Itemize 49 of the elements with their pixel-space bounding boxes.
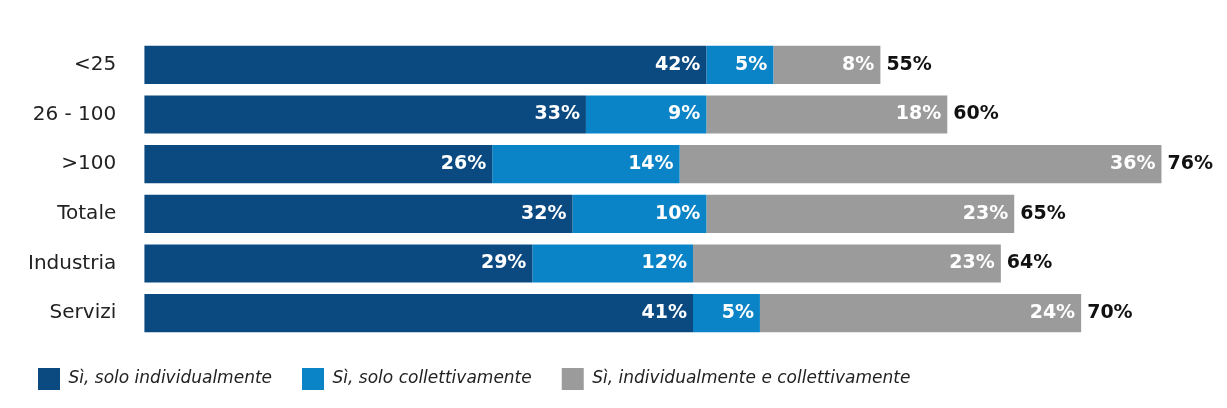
y-tick-label: >100 <box>61 150 117 175</box>
bar <box>532 244 694 283</box>
bar <box>144 45 707 84</box>
bar <box>572 194 707 233</box>
data-label: 5% <box>721 300 754 323</box>
bar <box>144 294 694 333</box>
data-label: 23% <box>962 200 1009 223</box>
data-label: 8% <box>842 51 875 74</box>
bar <box>706 194 1015 233</box>
bar <box>144 194 573 233</box>
data-label: 23% <box>949 250 995 273</box>
total-label: 60% <box>953 101 999 124</box>
total-label: 76% <box>1167 151 1213 174</box>
bar <box>706 95 948 134</box>
bar <box>144 244 533 283</box>
bar <box>144 145 493 184</box>
data-label: 24% <box>1029 300 1076 323</box>
y-tick-label: 26 - 100 <box>32 100 117 125</box>
data-label: 42% <box>654 51 701 74</box>
data-label: 36% <box>1109 151 1156 174</box>
data-label: 9% <box>668 101 701 124</box>
bar <box>144 95 586 134</box>
legend-label: Sì, individualmente e collettivamente <box>592 367 911 388</box>
data-label: 33% <box>534 101 580 124</box>
data-label: 10% <box>654 200 701 223</box>
data-label: 18% <box>895 101 942 124</box>
total-label: 65% <box>1020 200 1066 223</box>
data-label: 5% <box>735 51 768 74</box>
data-label: 32% <box>521 200 567 223</box>
total-label: 64% <box>1006 250 1053 273</box>
bar <box>492 145 680 184</box>
y-tick-label: <25 <box>74 51 117 76</box>
data-label: 41% <box>641 300 688 323</box>
y-tick-label: Totale <box>56 200 117 225</box>
bar <box>773 45 881 84</box>
y-tick-label: Industria <box>27 249 117 274</box>
data-label: 14% <box>628 151 674 174</box>
bar <box>585 95 707 134</box>
bar <box>693 244 1001 283</box>
bar <box>759 294 1082 333</box>
legend-label: Sì, solo collettivamente <box>332 367 532 388</box>
data-label: 29% <box>480 250 527 273</box>
data-label: 26% <box>440 151 487 174</box>
y-tick-label: Servizi <box>49 299 117 324</box>
bar <box>679 145 1162 184</box>
total-label: 70% <box>1087 300 1133 323</box>
total-label: 55% <box>886 51 932 74</box>
legend-label: Sì, solo individualmente <box>68 367 273 388</box>
data-label: 12% <box>641 250 688 273</box>
